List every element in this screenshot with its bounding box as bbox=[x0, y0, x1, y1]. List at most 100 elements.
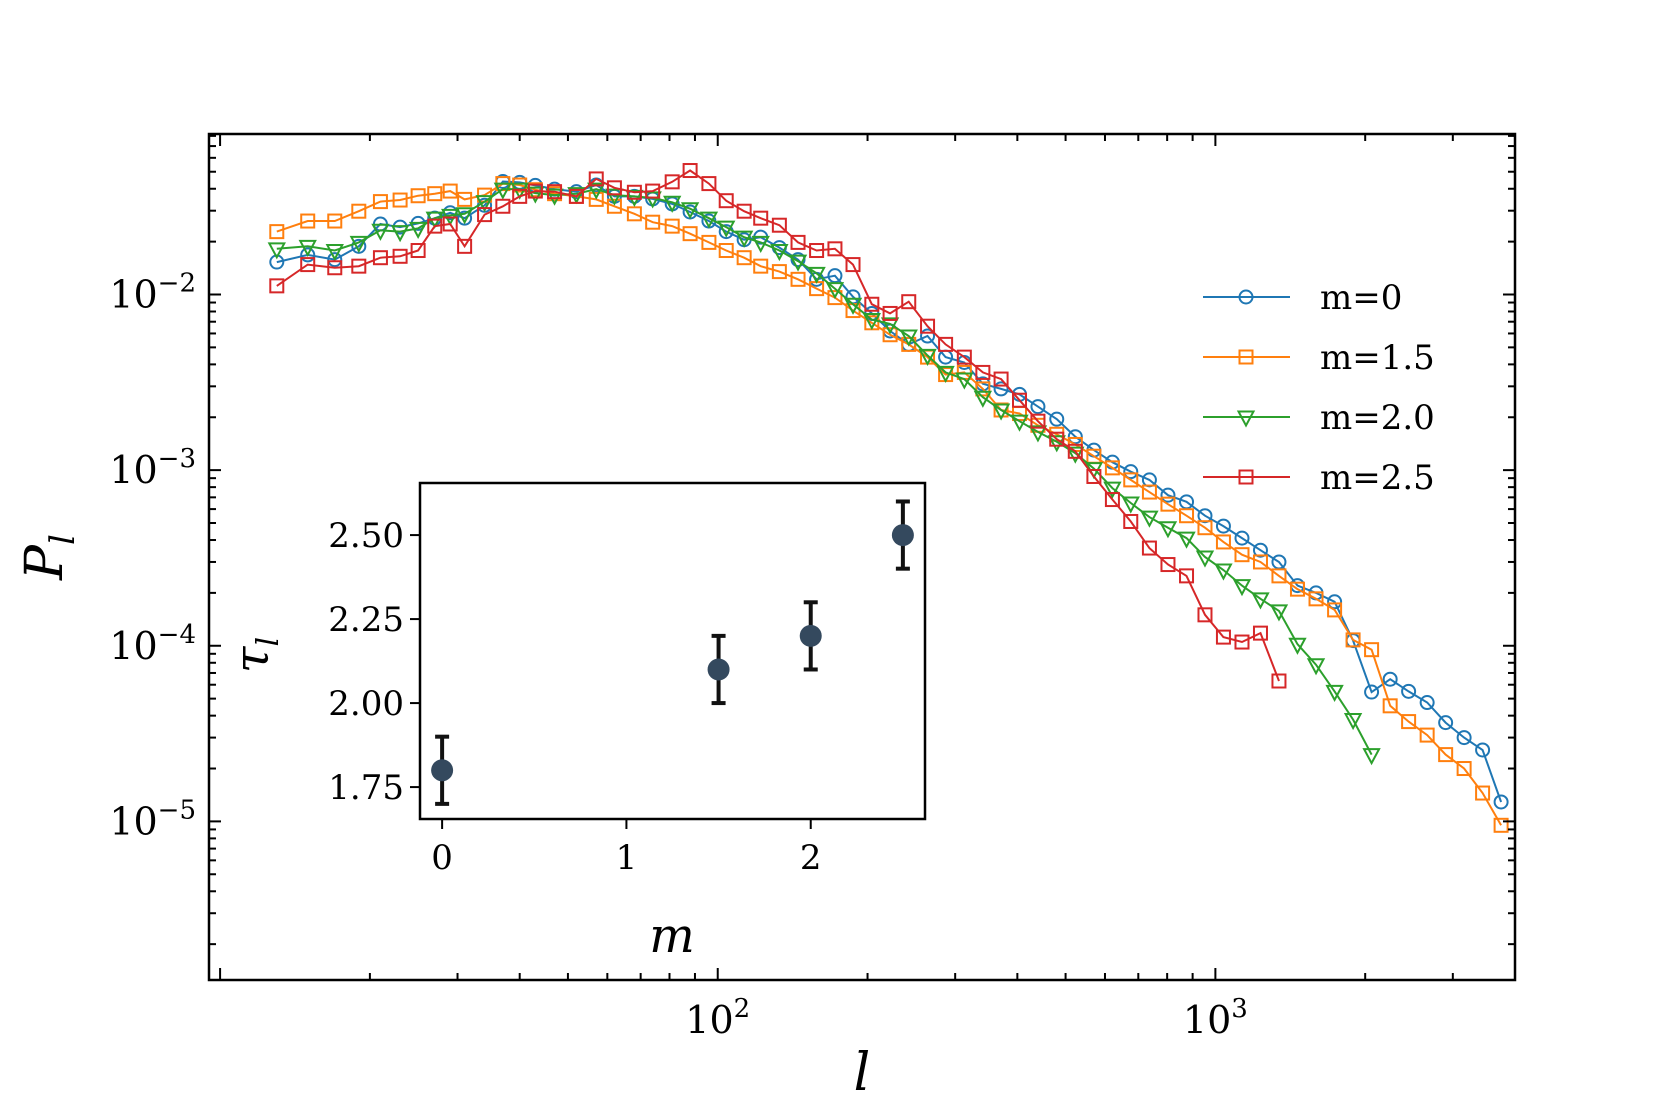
data-point bbox=[588, 171, 604, 187]
data-point bbox=[1049, 411, 1065, 427]
data-point bbox=[457, 238, 473, 254]
data-point bbox=[1306, 658, 1326, 676]
data-point bbox=[956, 349, 972, 365]
data-point bbox=[1364, 684, 1380, 700]
data-point bbox=[845, 257, 861, 273]
data-point bbox=[736, 203, 752, 219]
data-point bbox=[717, 220, 736, 238]
data-point bbox=[1047, 435, 1066, 453]
data-point bbox=[408, 221, 428, 239]
data-point bbox=[718, 243, 734, 259]
data-point bbox=[1234, 547, 1250, 563]
data-point bbox=[1067, 429, 1083, 445]
data-point bbox=[1475, 742, 1491, 758]
data-point bbox=[1271, 673, 1287, 689]
data-point bbox=[475, 195, 494, 213]
data-point bbox=[1179, 508, 1195, 524]
y-tick-label: 10−5 bbox=[109, 795, 196, 843]
data-point bbox=[771, 264, 787, 280]
data-point bbox=[918, 348, 937, 367]
inset-y-tick-label: 2.00 bbox=[328, 684, 404, 724]
data-point bbox=[1325, 684, 1344, 702]
data-point bbox=[1251, 592, 1270, 610]
data-point bbox=[882, 305, 898, 321]
data-point bbox=[1010, 414, 1029, 432]
data-point bbox=[298, 239, 317, 257]
data-point bbox=[588, 191, 604, 207]
data-point bbox=[351, 203, 367, 219]
data-point bbox=[1308, 591, 1324, 607]
data-point bbox=[701, 234, 717, 250]
data-point bbox=[880, 317, 900, 335]
inset-data-point bbox=[891, 524, 914, 547]
data-point bbox=[993, 381, 1009, 397]
data-point bbox=[512, 188, 528, 204]
data-point bbox=[664, 174, 680, 190]
inset-x-tick-label: 0 bbox=[431, 838, 453, 878]
series-line bbox=[276, 169, 1280, 682]
data-point bbox=[680, 202, 700, 220]
main-series-group bbox=[267, 163, 1509, 833]
data-point bbox=[645, 183, 661, 199]
data-point bbox=[495, 198, 511, 214]
data-point bbox=[1438, 747, 1454, 763]
data-point bbox=[392, 192, 408, 208]
data-point bbox=[269, 278, 285, 294]
data-point bbox=[643, 191, 662, 209]
data-point bbox=[442, 216, 458, 232]
data-point bbox=[269, 224, 285, 240]
data-point bbox=[1271, 568, 1287, 584]
data-point bbox=[1327, 594, 1343, 610]
data-point bbox=[626, 184, 642, 200]
legend-marker bbox=[1238, 469, 1254, 485]
data-point bbox=[372, 194, 388, 210]
x-tick-label: 103 bbox=[1183, 994, 1248, 1042]
data-point bbox=[1197, 607, 1213, 623]
data-point bbox=[753, 258, 769, 274]
data-point bbox=[1456, 761, 1472, 777]
data-point bbox=[1197, 520, 1213, 536]
data-point bbox=[825, 282, 845, 300]
data-point bbox=[938, 336, 954, 352]
data-point bbox=[827, 241, 843, 257]
series-m=2.0 bbox=[267, 182, 1381, 766]
data-point bbox=[901, 336, 917, 352]
data-point bbox=[1197, 508, 1213, 524]
data-point bbox=[736, 250, 752, 266]
data-point bbox=[973, 390, 993, 408]
data-point bbox=[899, 329, 918, 347]
data-point bbox=[527, 183, 543, 199]
data-point bbox=[587, 182, 606, 200]
data-point bbox=[827, 290, 843, 306]
x-axis-label: l bbox=[854, 1043, 871, 1103]
data-point bbox=[1382, 698, 1398, 714]
data-point bbox=[734, 230, 754, 248]
data-point bbox=[300, 257, 316, 273]
data-point bbox=[843, 297, 863, 315]
series-line bbox=[276, 188, 1373, 756]
data-point bbox=[349, 235, 368, 254]
data-point bbox=[1030, 413, 1046, 429]
data-point bbox=[1140, 510, 1159, 528]
data-point bbox=[1121, 496, 1140, 514]
y-tick-label: 10−4 bbox=[109, 620, 196, 668]
data-point bbox=[1067, 443, 1083, 459]
data-point bbox=[1160, 487, 1176, 503]
data-point bbox=[936, 365, 955, 384]
data-point bbox=[1103, 481, 1122, 499]
inset-data-point-group bbox=[891, 499, 914, 571]
inset-data-point bbox=[707, 658, 730, 681]
data-point bbox=[1493, 794, 1509, 810]
data-point bbox=[493, 182, 513, 200]
legend-item: m=0 bbox=[1203, 278, 1402, 318]
legend-label: m=2.5 bbox=[1320, 458, 1435, 498]
data-point bbox=[1028, 425, 1048, 443]
main-plot-frame bbox=[207, 132, 1517, 982]
data-point bbox=[371, 223, 390, 241]
data-point bbox=[626, 206, 642, 222]
data-point bbox=[1123, 464, 1139, 480]
data-point bbox=[718, 193, 734, 209]
data-point bbox=[1438, 715, 1454, 731]
